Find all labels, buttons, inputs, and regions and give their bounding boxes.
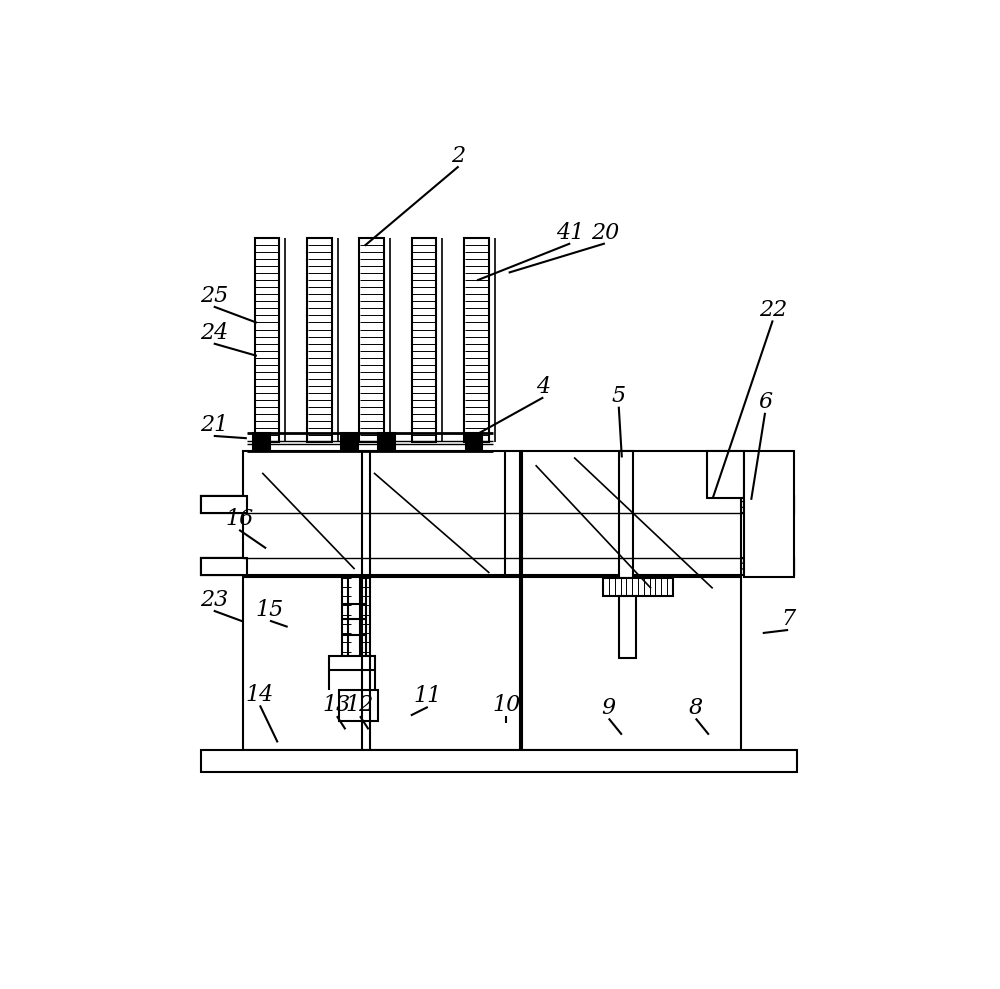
Text: 10: 10	[492, 694, 520, 716]
Bar	[603, 578, 673, 596]
Bar	[201, 558, 794, 575]
Text: 2: 2	[452, 144, 466, 166]
Text: 6: 6	[758, 391, 772, 413]
Bar	[342, 578, 348, 656]
Bar	[359, 238, 384, 442]
Bar	[243, 451, 522, 575]
Bar	[255, 238, 279, 442]
Bar	[619, 451, 633, 579]
Text: 25: 25	[200, 285, 228, 307]
Bar	[201, 495, 794, 513]
Bar	[201, 558, 247, 575]
Bar	[201, 495, 247, 513]
Bar	[201, 558, 256, 575]
Bar	[307, 238, 332, 442]
Text: 15: 15	[256, 599, 284, 621]
Bar	[619, 596, 636, 658]
Bar	[522, 451, 741, 575]
Bar	[339, 690, 378, 721]
Bar	[466, 433, 482, 451]
Text: 12: 12	[346, 694, 374, 716]
Bar	[243, 577, 522, 750]
Text: 24: 24	[200, 321, 228, 344]
Text: 41: 41	[556, 222, 584, 243]
Bar	[522, 577, 741, 750]
Text: 8: 8	[689, 696, 703, 719]
Bar	[744, 558, 794, 575]
Bar	[707, 451, 744, 497]
Bar	[201, 750, 797, 771]
Text: 20: 20	[591, 222, 619, 243]
Text: 5: 5	[612, 385, 626, 406]
Text: 14: 14	[246, 683, 274, 705]
Bar	[464, 238, 489, 442]
Bar	[341, 433, 358, 451]
Text: 16: 16	[225, 508, 253, 530]
Text: 9: 9	[602, 696, 616, 719]
Bar	[201, 495, 256, 513]
Bar	[253, 433, 270, 451]
Text: 4: 4	[536, 376, 550, 398]
Text: 11: 11	[414, 685, 442, 707]
Bar	[744, 495, 794, 513]
Text: 21: 21	[200, 414, 228, 436]
Text: 13: 13	[323, 694, 351, 716]
Bar	[329, 656, 375, 670]
Bar	[378, 433, 395, 451]
Text: 22: 22	[759, 299, 787, 320]
Bar	[360, 578, 366, 656]
Text: 23: 23	[200, 588, 228, 611]
Bar	[412, 238, 436, 442]
Text: 7: 7	[781, 608, 795, 630]
Bar	[744, 451, 794, 577]
